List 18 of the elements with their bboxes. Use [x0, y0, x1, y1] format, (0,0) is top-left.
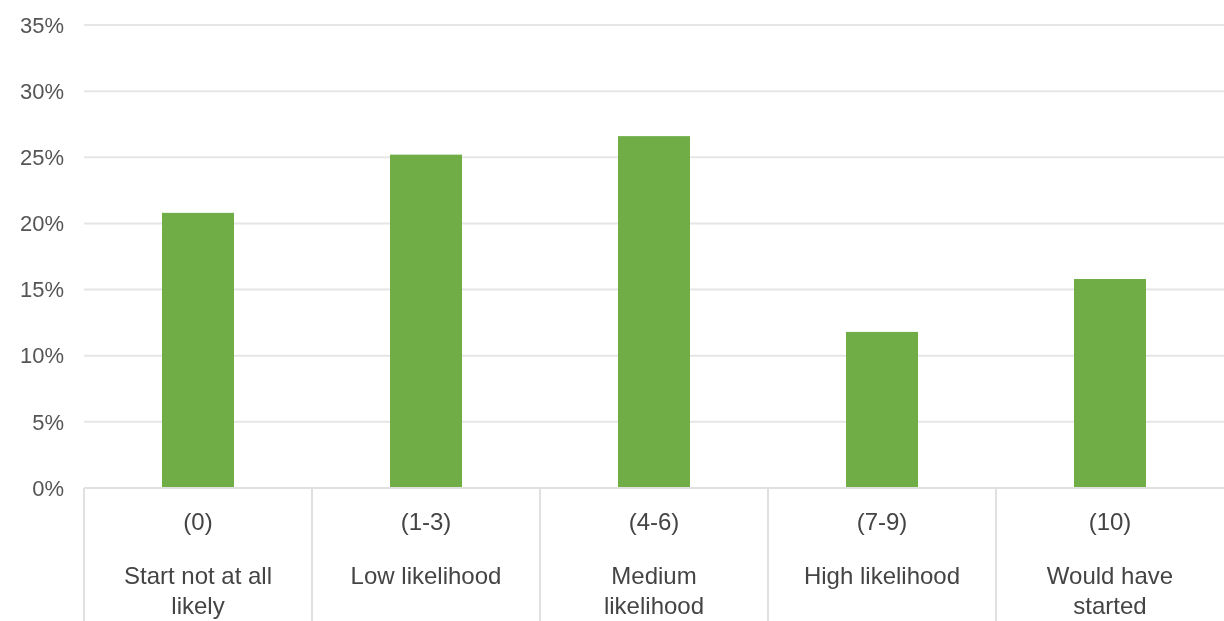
y-tick-label: 5% [32, 409, 64, 435]
bar [618, 136, 690, 488]
y-tick-label: 25% [19, 144, 64, 170]
bar [1074, 278, 1146, 488]
bar [162, 212, 234, 488]
y-tick-label: 15% [19, 277, 64, 303]
x-tick-label: (10) Would have started [1046, 508, 1174, 619]
x-tick-label: (7-9) High likelihood [803, 508, 961, 589]
y-tick-label: 20% [19, 211, 64, 237]
x-tick-label: (1-3) Low likelihood [350, 508, 502, 589]
y-tick-label: 0% [32, 475, 64, 501]
bar [390, 154, 462, 488]
y-tick-label: 10% [19, 343, 64, 369]
x-tick-label: (4-6) Medium likelihood [603, 508, 705, 619]
bar [846, 331, 918, 488]
y-tick-label: 30% [19, 78, 64, 104]
y-tick-label: 35% [19, 12, 64, 38]
x-tick-label: (0) Start not at all likely [123, 508, 273, 619]
